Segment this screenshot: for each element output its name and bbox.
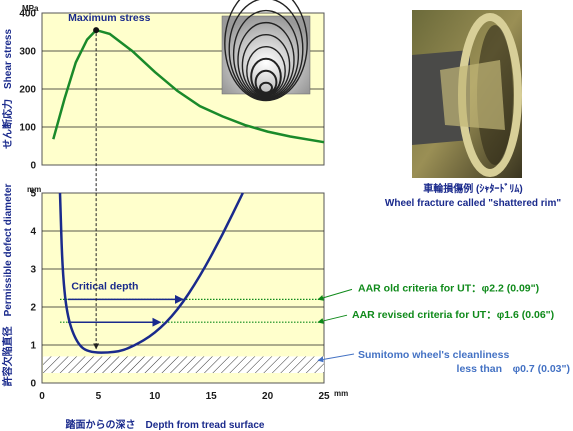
bottom-y-tick-label: 3 [30, 265, 36, 276]
fringe-ring [241, 33, 291, 98]
top-y-ticks: 0 100 200 300 400 [19, 9, 36, 172]
bottom-y-tick-label: 2 [30, 303, 36, 314]
bottom-y-tick-label: 4 [30, 227, 36, 238]
bottom-y-ticks: 0 1 2 3 4 5 [30, 189, 36, 390]
top-y-tick-label: 400 [19, 9, 36, 20]
fringe-ring [246, 45, 286, 97]
cleanliness-band [43, 356, 324, 373]
bottom-x-tick-label: 0 [39, 391, 45, 402]
cleanliness-label-line2: less than φ0.7 (0.03") [457, 363, 570, 375]
fringe-ring [232, 9, 300, 100]
bottom-y-tick-label: 0 [30, 379, 36, 390]
criteria-annotations: AAR old criteria for UT：φ2.2 (0.09") AAR… [317, 282, 570, 375]
bottom-y-unit: mm [27, 185, 41, 194]
photoelastic-stress-fringe-pattern [221, 0, 311, 102]
bottom-x-tick-label: 5 [96, 391, 102, 402]
fringe-ring [237, 21, 295, 99]
aar-revised-criteria-label: AAR revised criteria for UT：φ1.6 (0.06") [352, 309, 554, 321]
aar-old-criteria-label: AAR old criteria for UT：φ2.2 (0.09") [358, 282, 539, 294]
bottom-x-tick-label: 15 [206, 391, 218, 402]
shattered-rim-wheel-photo [412, 10, 522, 178]
bottom-y-tick-label: 1 [30, 341, 36, 352]
top-y-tick-label: 300 [19, 47, 36, 58]
max-stress-point [93, 27, 100, 34]
top-y-axis-label: せん断応力 Shear stress [1, 29, 14, 149]
critical-depth-label: Critical depth [71, 280, 138, 292]
photo-caption-en: Wheel fracture called "shattered rim" [385, 198, 561, 209]
top-y-tick-label: 200 [19, 85, 36, 96]
bottom-x-tick-label: 10 [149, 391, 161, 402]
aar-revised-pointer [317, 314, 348, 324]
top-y-unit: MPa [22, 4, 39, 13]
aar-old-pointer [317, 288, 353, 301]
fringe-ring [228, 0, 304, 101]
top-y-tick-label: 0 [30, 161, 36, 172]
bottom-x-tick-label: 20 [262, 391, 274, 402]
defect-diameter-panel: 0 1 2 3 4 5 0 5 10 15 20 25 mm mm 許容欠陥直径 Permissib… [1, 183, 348, 431]
permissible-defect-curve [58, 192, 244, 354]
bottom-x-axis-label: 踏面からの深さ Depth from tread surface [66, 418, 265, 431]
cleanliness-pointer [317, 353, 355, 363]
fringe-ring [250, 57, 282, 96]
bottom-x-tick-label: 25 [318, 391, 330, 402]
bottom-x-unit: mm [334, 389, 348, 398]
fringe-ring [224, 0, 308, 102]
bottom-y-axis-label: 許容欠陥直径 Permissible defect diameter [1, 183, 14, 386]
cleanliness-label-line1: Sumitomo wheel's cleanliness [358, 349, 509, 361]
shear-stress-panel: 0 100 200 300 400 MPa せん断応力 Shear stress Max… [1, 0, 325, 172]
max-stress-label: Maximum stress [68, 12, 150, 24]
bottom-gridlines [42, 230, 324, 346]
bottom-x-ticks: 0 5 10 15 20 25 [39, 391, 330, 402]
bottom-y-tick-label: 5 [30, 189, 36, 200]
shear-stress-curve [52, 28, 325, 144]
top-y-tick-label: 100 [19, 123, 36, 134]
photo-caption-jp: 車輪損傷例 (ｼｬﾀｰﾄﾞﾘﾑ) [423, 182, 522, 195]
